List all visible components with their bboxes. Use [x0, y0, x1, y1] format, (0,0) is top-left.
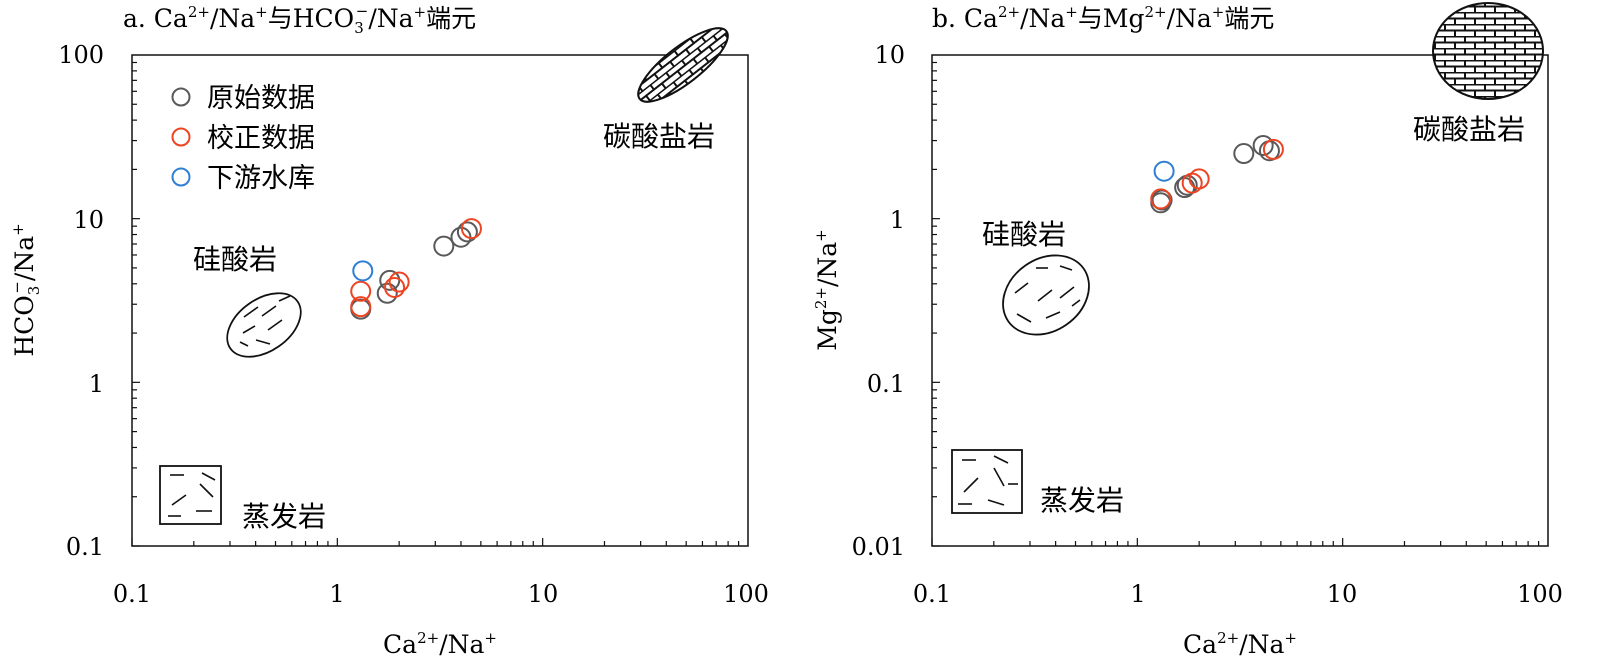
panel-b-ytick-0.01: 0.01 — [852, 533, 905, 561]
panel-b-silicate-label: 硅酸岩 — [982, 218, 1066, 251]
data-point-b-series-1 — [1188, 168, 1210, 190]
data-point-a-series-0 — [379, 269, 401, 291]
data-point-a-series-1 — [388, 271, 410, 293]
panel-a-ytick-0.1: 0.1 — [66, 533, 104, 561]
panel-b-ytick-1: 1 — [890, 206, 905, 234]
panel-b-carbonate-label: 碳酸盐岩 — [1413, 113, 1525, 146]
panel-a-ytick-100: 100 — [58, 41, 104, 69]
panel-a-carbonate-region — [637, 27, 729, 103]
data-point-a-series-0 — [456, 221, 478, 243]
legend-marker-original — [171, 87, 191, 107]
panel-b-minor-ticks — [931, 61, 1540, 547]
panel-b-title: b. Ca2+/Na+与Mg2+/Na+端元 — [932, 3, 1274, 33]
panel-b-xtick-1: 1 — [1130, 580, 1145, 608]
panel-a-silicate-region — [226, 292, 302, 358]
data-point-b-series-0 — [1252, 134, 1274, 156]
legend-label-original: 原始数据 — [207, 83, 315, 114]
panel-b-frame — [931, 54, 1549, 547]
panel-a-xtick-100: 100 — [723, 580, 769, 608]
data-point-a-series-1 — [460, 218, 482, 240]
panel-a-points — [350, 218, 482, 320]
panel-a-xlabel: Ca2+/Na+ — [383, 629, 497, 659]
data-point-b-series-2 — [1153, 160, 1175, 182]
panel-b-evaporite-label: 蒸发岩 — [1040, 484, 1124, 517]
panel-b-points — [1150, 134, 1284, 214]
panel-a-frame — [131, 54, 749, 547]
panel-b-xtick-10: 10 — [1327, 580, 1358, 608]
panel-a-ytick-1: 1 — [89, 370, 104, 398]
data-point-b-series-0 — [1233, 143, 1255, 165]
data-point-a-series-1 — [350, 296, 372, 318]
panel-b-ytick-0.1: 0.1 — [867, 370, 905, 398]
data-point-a-series-0 — [433, 235, 455, 257]
panel-b-carbonate-region — [1432, 2, 1544, 100]
panel-b-ytick-10: 10 — [874, 41, 905, 69]
panel-b: b. Ca2+/Na+与Mg2+/Na+端元 10 1 0.1 0.01 0.1… — [812, 2, 1563, 659]
legend-label-corrected: 校正数据 — [207, 123, 315, 154]
data-point-b-series-1 — [1150, 188, 1172, 210]
legend: 原始数据 校正数据 下游水库 — [171, 83, 315, 194]
data-point-a-series-1 — [350, 280, 372, 302]
panel-b-evaporite-region — [951, 449, 1023, 514]
panel-b-xtick-0.1: 0.1 — [913, 580, 951, 608]
data-point-a-series-2 — [352, 260, 374, 282]
panel-b-xlabel: Ca2+/Na+ — [1183, 629, 1297, 659]
panel-a-title: a. Ca2+/Na+与HCO3−/Na+端元 — [123, 2, 476, 37]
panel-a-evaporite-label: 蒸发岩 — [242, 500, 326, 533]
panel-a-xtick-1: 1 — [329, 580, 344, 608]
data-point-a-series-1 — [384, 276, 406, 298]
panel-a-evaporite-region — [159, 465, 222, 525]
panel-b-silicate-region — [1002, 254, 1090, 336]
legend-marker-corrected — [171, 127, 191, 147]
panel-b-ylabel: Mg2+/Na+ — [812, 229, 842, 351]
panel-a-minor-ticks — [131, 61, 740, 547]
panel-a-xtick-0.1: 0.1 — [113, 580, 151, 608]
legend-marker-reservoir — [171, 167, 191, 187]
panel-a-ytick-10: 10 — [73, 206, 104, 234]
panel-a-silicate-label: 硅酸岩 — [193, 243, 277, 276]
panel-a: a. Ca2+/Na+与HCO3−/Na+端元 100 10 1 0.1 0.1… — [8, 2, 769, 659]
panel-a-ylabel: HCO3−/Na+ — [8, 223, 43, 356]
data-point-b-series-1 — [1262, 138, 1284, 160]
panel-a-xtick-10: 10 — [528, 580, 559, 608]
panel-b-xtick-100: 100 — [1517, 580, 1563, 608]
legend-label-reservoir: 下游水库 — [207, 163, 315, 194]
panel-a-carbonate-label: 碳酸盐岩 — [603, 120, 715, 153]
data-point-a-series-0 — [376, 282, 398, 304]
